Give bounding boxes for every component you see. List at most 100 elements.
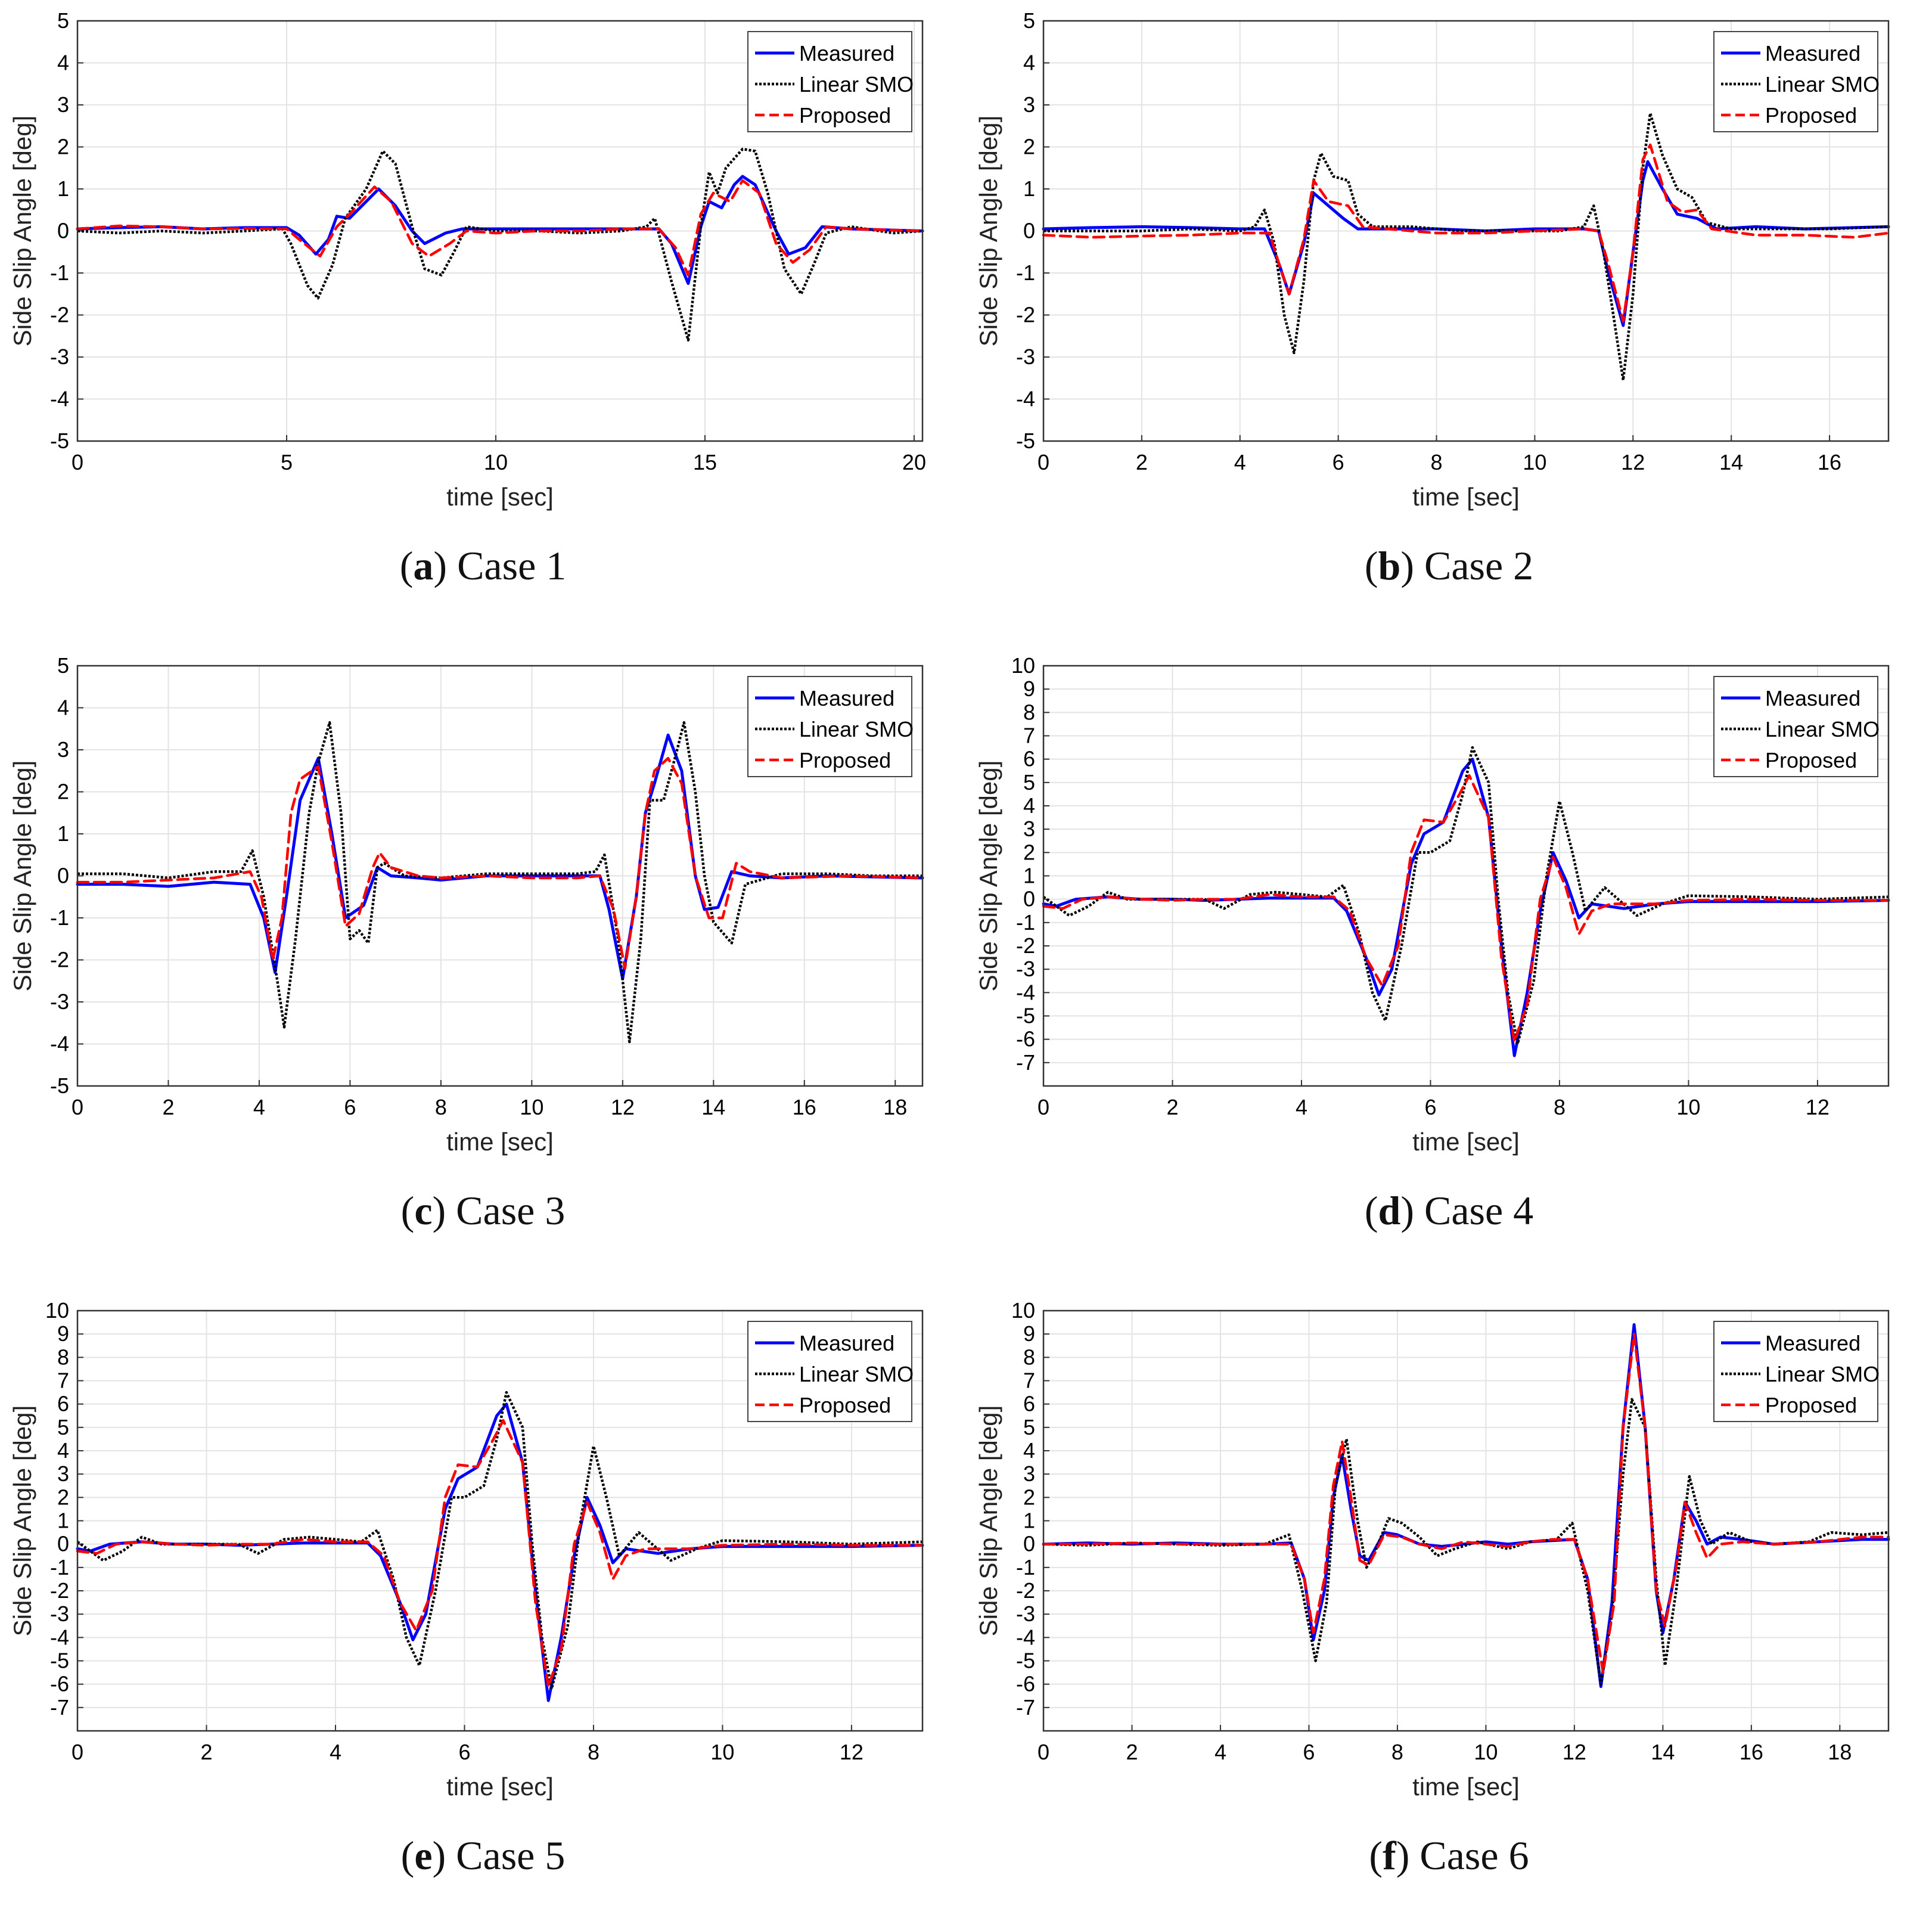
y-tick-label: 5 [57, 653, 69, 678]
y-tick-label: 9 [1023, 1321, 1035, 1346]
y-tick-label: 8 [57, 1345, 69, 1369]
x-tick-label: 14 [1651, 1740, 1675, 1764]
legend-entry: Proposed [799, 748, 891, 772]
x-tick-label: 2 [1136, 450, 1148, 474]
x-tick-label: 16 [1818, 450, 1841, 474]
x-tick-label: 8 [588, 1740, 600, 1764]
y-tick-label: 3 [57, 1461, 69, 1486]
chart-panel-b: 0 2 4 6 8 10 12 14 16 -5 -4 -3 -2 -1 0 1 2 3 4 5 time [sec] S… [966, 0, 1932, 631]
y-tick-label: -3 [1016, 957, 1035, 981]
x-tick-label: 10 [1676, 1095, 1700, 1119]
y-tick-label: 0 [57, 864, 69, 888]
y-tick-label: 10 [1011, 653, 1035, 678]
x-tick-label: 10 [520, 1095, 543, 1119]
y-axis-label: Side Slip Angle [deg] [974, 1405, 1002, 1637]
x-tick-label: 0 [72, 1095, 83, 1119]
y-tick-label: 0 [1023, 887, 1035, 911]
y-tick-label: 1 [1023, 864, 1035, 888]
caption-letter: d [1378, 1188, 1401, 1233]
x-tick-label: 18 [1828, 1740, 1852, 1764]
y-axis-label: Side Slip Angle [deg] [8, 1405, 36, 1637]
x-tick-label: 16 [1740, 1740, 1763, 1764]
y-tick-label: 3 [1023, 1461, 1035, 1486]
legend-entry: Linear SMO [1765, 72, 1880, 97]
caption-text: Case 4 [1424, 1188, 1534, 1233]
y-tick-label: 3 [1023, 817, 1035, 841]
x-tick-label: 0 [1038, 450, 1049, 474]
x-tick-label: 4 [253, 1095, 265, 1119]
caption-letter: a [413, 543, 434, 588]
legend-entry: Measured [1765, 1331, 1860, 1355]
y-tick-label: -4 [50, 387, 69, 411]
y-tick-label: -1 [1016, 260, 1035, 285]
y-tick-label: -7 [1016, 1050, 1035, 1075]
x-tick-label: 4 [1234, 450, 1246, 474]
x-tick-label: 12 [611, 1095, 635, 1119]
y-tick-label: -3 [50, 1602, 69, 1626]
series-line-proposed [1042, 774, 1890, 1043]
chart-panel-d: 0 2 4 6 8 10 12 -7 -6 -5 -4 -3 -2 -1 0 1 2 3 4 5 6 7 8 9 10 time … [966, 645, 1932, 1276]
y-tick-label: -7 [50, 1695, 69, 1720]
y-tick-label: -2 [1016, 933, 1035, 958]
y-tick-label: -4 [50, 1625, 69, 1649]
x-tick-label: 6 [458, 1740, 470, 1764]
y-tick-label: 1 [57, 1509, 69, 1533]
series-line-proposed [1042, 1332, 1890, 1674]
x-tick-label: 2 [1126, 1740, 1138, 1764]
legend-entry: Proposed [1765, 1393, 1857, 1417]
y-tick-label: 8 [1023, 1345, 1035, 1369]
legend-entry: Linear SMO [799, 1362, 914, 1386]
y-tick-label: -5 [1016, 429, 1035, 453]
chart-panel-c: 0 2 4 6 8 10 12 14 16 18 -5 -4 -3 -2 -1 0 1 2 3 4 5 time [sec… [0, 645, 966, 1276]
y-tick-label: -5 [1016, 1004, 1035, 1028]
y-tick-label: 1 [57, 821, 69, 846]
x-tick-label: 0 [72, 1740, 83, 1764]
y-tick-label: -4 [1016, 1625, 1035, 1649]
y-tick-label: 4 [57, 696, 69, 720]
y-tick-label: -2 [1016, 303, 1035, 327]
x-tick-label: 18 [883, 1095, 907, 1119]
x-tick-label: 10 [484, 450, 508, 474]
y-tick-label: -2 [50, 303, 69, 327]
chart-svg-a: 0 5 10 15 20 -5 -4 -3 -2 -1 0 1 2 3 4 5 time [sec] Side S… [8, 8, 926, 511]
legend-entry: Proposed [799, 1393, 891, 1417]
caption-text: Case 6 [1420, 1833, 1529, 1878]
x-tick-label: 4 [1215, 1740, 1226, 1764]
x-tick-label: 4 [1296, 1095, 1307, 1119]
y-tick-label: 8 [1023, 700, 1035, 724]
series-line-linear-smo [1043, 111, 1889, 382]
y-tick-label: -7 [1016, 1695, 1035, 1720]
y-tick-label: 0 [57, 219, 69, 243]
x-axis-label: time [sec] [1412, 1128, 1520, 1156]
x-tick-label: 8 [435, 1095, 447, 1119]
y-tick-label: 0 [1023, 1532, 1035, 1556]
y-tick-label: 1 [57, 176, 69, 201]
y-axis-label: Side Slip Angle [deg] [8, 116, 36, 347]
y-tick-label: -4 [50, 1032, 69, 1056]
y-tick-label: 2 [1023, 1485, 1035, 1509]
y-tick-label: -3 [1016, 345, 1035, 369]
x-tick-label: 12 [1621, 450, 1645, 474]
x-tick-label: 16 [793, 1095, 816, 1119]
y-tick-label: 3 [1023, 92, 1035, 117]
y-tick-label: -1 [1016, 910, 1035, 935]
x-tick-label: 0 [1038, 1095, 1049, 1119]
y-tick-label: 4 [1023, 793, 1035, 818]
x-tick-label: 10 [1523, 450, 1546, 474]
legend-entry: Measured [799, 1331, 894, 1355]
y-tick-label: 7 [57, 1368, 69, 1393]
y-tick-label: 1 [1023, 176, 1035, 201]
legend: Measured Linear SMO Proposed [747, 31, 914, 132]
legend: Measured Linear SMO Proposed [1713, 31, 1880, 132]
legend: Measured Linear SMO Proposed [747, 676, 914, 777]
series-line-proposed [76, 1419, 924, 1688]
y-tick-label: -2 [50, 948, 69, 972]
legend-entry: Linear SMO [799, 72, 914, 97]
y-tick-label: -6 [1016, 1672, 1035, 1696]
y-tick-label: 5 [57, 8, 69, 33]
y-tick-label: 4 [1023, 1438, 1035, 1463]
y-tick-label: -4 [1016, 387, 1035, 411]
x-tick-label: 14 [1719, 450, 1743, 474]
chart-svg-f: 0 2 4 6 8 10 12 14 16 18-7-6-5-4-3-2-101234567891… [974, 1298, 1890, 1801]
